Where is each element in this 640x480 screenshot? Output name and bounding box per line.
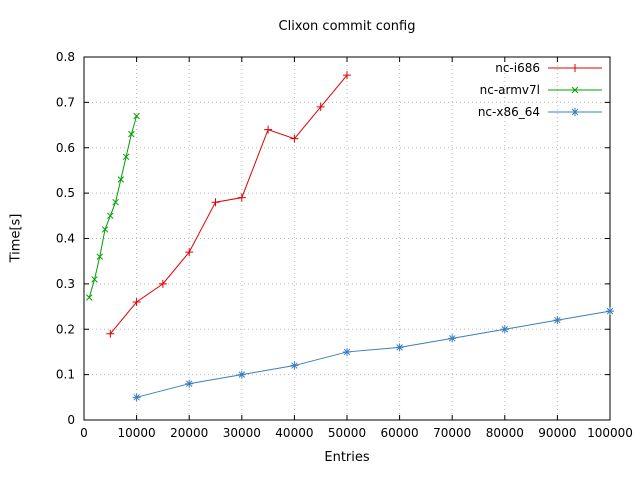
- series-line-nc-armv7l: [88, 115, 138, 298]
- y-tick-label: 0.1: [56, 368, 75, 382]
- y-tick-label: 0.2: [56, 322, 75, 336]
- data-point-nc-x86_64: [448, 334, 457, 343]
- x-tick-label: 40000: [275, 426, 313, 440]
- data-point-nc-x86_64: [290, 361, 299, 370]
- data-point-nc-armv7l: [117, 176, 125, 183]
- y-tick-label: 0.7: [56, 95, 75, 109]
- data-point-nc-i686: [316, 102, 325, 111]
- legend-marker-nc-x86_64: [571, 108, 579, 116]
- x-tick-label: 90000: [538, 426, 576, 440]
- x-tick-label: 30000: [223, 426, 261, 440]
- data-point-nc-i686: [343, 71, 351, 80]
- x-tick-label: 20000: [170, 426, 208, 440]
- x-axis-label: Entries: [324, 450, 370, 465]
- x-tick-label: 50000: [328, 426, 366, 440]
- x-tick-label: 0: [80, 426, 88, 440]
- data-point-nc-armv7l: [133, 112, 140, 120]
- data-point-nc-x86_64: [553, 316, 562, 325]
- x-tick-label: 60000: [381, 426, 419, 440]
- data-point-nc-i686: [237, 193, 246, 202]
- data-point-nc-armv7l: [107, 212, 114, 220]
- data-point-nc-i686: [106, 329, 115, 338]
- chart-title: Clixon commit config: [278, 19, 416, 34]
- data-point-nc-i686: [290, 134, 299, 143]
- data-point-nc-x86_64: [237, 370, 246, 379]
- series-line-nc-i686: [109, 74, 348, 335]
- legend-label-nc-armv7l: nc-armv7l: [480, 83, 540, 97]
- data-point-nc-i686: [158, 279, 167, 288]
- data-point-nc-armv7l: [96, 253, 104, 260]
- x-tick-label: 100000: [587, 426, 633, 440]
- legend-label-nc-i686: nc-i686: [495, 61, 540, 75]
- data-point-nc-armv7l: [101, 226, 109, 233]
- x-tick-label: 70000: [433, 426, 471, 440]
- data-point-nc-i686: [264, 125, 273, 134]
- x-tick-label: 80000: [486, 426, 524, 440]
- data-point-nc-armv7l: [91, 276, 98, 283]
- data-point-nc-armv7l: [112, 198, 119, 206]
- data-point-nc-x86_64: [606, 307, 614, 316]
- legend-label-nc-x86_64: nc-x86_64: [478, 105, 540, 119]
- data-point-nc-x86_64: [500, 325, 509, 334]
- legend-marker-nc-armv7l: [571, 86, 579, 94]
- data-point-nc-armv7l: [86, 294, 93, 301]
- legend-marker-nc-i686: [571, 64, 579, 72]
- y-tick-label: 0.4: [56, 232, 75, 246]
- y-tick-label: 0.8: [56, 50, 75, 64]
- y-tick-label: 0.5: [56, 186, 75, 200]
- data-point-nc-x86_64: [343, 347, 351, 356]
- data-point-nc-i686: [132, 298, 141, 307]
- y-tick-label: 0.6: [56, 141, 75, 155]
- data-point-nc-armv7l: [122, 153, 130, 161]
- y-tick-label: 0: [67, 413, 75, 427]
- data-point-nc-i686: [185, 248, 194, 257]
- data-point-nc-armv7l: [128, 130, 135, 138]
- y-tick-label: 0.3: [56, 277, 75, 291]
- data-point-nc-x86_64: [132, 393, 141, 402]
- series-line-nc-x86_64: [136, 310, 611, 398]
- data-point-nc-i686: [211, 198, 220, 207]
- x-tick-label: 10000: [118, 426, 156, 440]
- data-point-nc-x86_64: [185, 379, 194, 388]
- data-point-nc-x86_64: [395, 343, 404, 352]
